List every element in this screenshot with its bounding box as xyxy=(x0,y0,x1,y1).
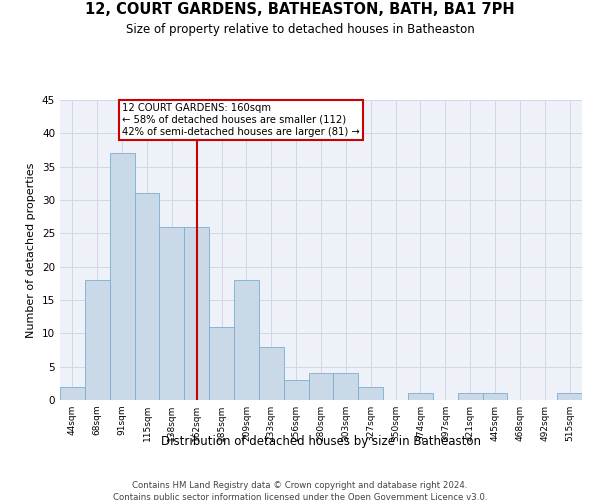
Bar xyxy=(557,394,582,400)
Bar xyxy=(284,380,308,400)
Text: Contains public sector information licensed under the Open Government Licence v3: Contains public sector information licen… xyxy=(113,492,487,500)
Bar xyxy=(60,386,85,400)
Text: Distribution of detached houses by size in Batheaston: Distribution of detached houses by size … xyxy=(161,435,481,448)
Bar xyxy=(85,280,110,400)
Bar xyxy=(209,326,234,400)
Bar xyxy=(408,394,433,400)
Y-axis label: Number of detached properties: Number of detached properties xyxy=(26,162,37,338)
Bar xyxy=(234,280,259,400)
Bar xyxy=(358,386,383,400)
Bar xyxy=(184,226,209,400)
Bar xyxy=(482,394,508,400)
Bar xyxy=(308,374,334,400)
Bar xyxy=(458,394,482,400)
Bar xyxy=(134,194,160,400)
Text: Contains HM Land Registry data © Crown copyright and database right 2024.: Contains HM Land Registry data © Crown c… xyxy=(132,481,468,490)
Bar xyxy=(160,226,184,400)
Text: 12, COURT GARDENS, BATHEASTON, BATH, BA1 7PH: 12, COURT GARDENS, BATHEASTON, BATH, BA1… xyxy=(85,2,515,18)
Bar xyxy=(110,154,134,400)
Bar xyxy=(334,374,358,400)
Bar xyxy=(259,346,284,400)
Text: Size of property relative to detached houses in Batheaston: Size of property relative to detached ho… xyxy=(125,22,475,36)
Text: 12 COURT GARDENS: 160sqm
← 58% of detached houses are smaller (112)
42% of semi-: 12 COURT GARDENS: 160sqm ← 58% of detach… xyxy=(122,104,360,136)
